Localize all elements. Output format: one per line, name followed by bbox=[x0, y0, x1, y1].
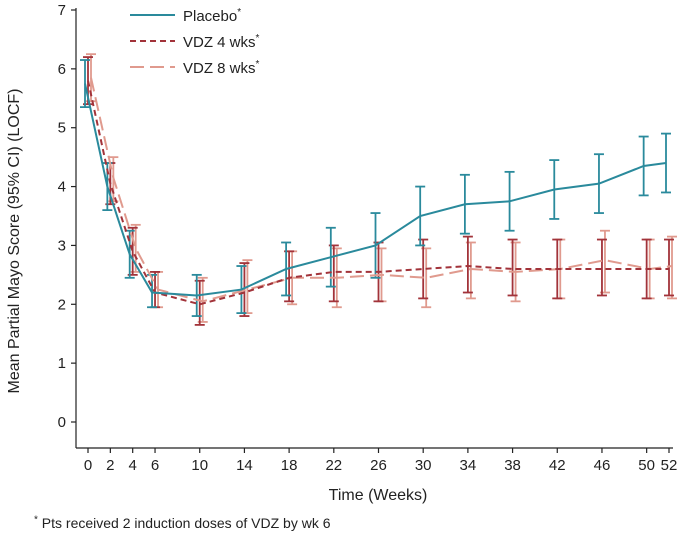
y-tick-label: 0 bbox=[58, 414, 66, 431]
y-tick-label: 4 bbox=[58, 179, 66, 196]
x-tick-label: 42 bbox=[549, 457, 566, 474]
x-tick-label: 18 bbox=[281, 457, 298, 474]
x-tick-label: 52 bbox=[661, 457, 678, 474]
series-line bbox=[87, 80, 669, 306]
series-lines bbox=[84, 77, 673, 306]
x-tick-label: 38 bbox=[504, 457, 521, 474]
legend-label: Placebo* bbox=[183, 7, 241, 25]
x-tick-label: 46 bbox=[594, 457, 611, 474]
y-tick-label: 3 bbox=[58, 237, 66, 254]
y-tick-label: 1 bbox=[58, 355, 66, 372]
x-tick-label: 30 bbox=[415, 457, 432, 474]
x-tick-label: 50 bbox=[638, 457, 655, 474]
x-tick-label: 6 bbox=[151, 457, 159, 474]
x-tick-label: 14 bbox=[236, 457, 253, 474]
x-tick-label: 26 bbox=[370, 457, 387, 474]
error-bars bbox=[80, 53, 677, 326]
x-tick-label: 34 bbox=[460, 457, 477, 474]
series-line bbox=[90, 77, 673, 303]
legend-label: VDZ 4 wks* bbox=[183, 33, 260, 51]
y-axis-title: Mean Partial Mayo Score (95% CI) (LOCF) bbox=[6, 89, 23, 394]
x-axis-title: Time (Weeks) bbox=[329, 487, 428, 504]
footnote-marker: * bbox=[34, 514, 38, 526]
x-tick-label: 0 bbox=[84, 457, 92, 474]
x-tick-label: 2 bbox=[106, 457, 114, 474]
y-tick-label: 5 bbox=[58, 120, 66, 137]
legend-marker: * bbox=[256, 59, 260, 70]
legend: Placebo* VDZ 4 wks* VDZ 8 wks* bbox=[130, 7, 260, 77]
legend-marker: * bbox=[256, 33, 260, 44]
y-tick-label: 7 bbox=[58, 2, 66, 19]
x-tick-label: 22 bbox=[325, 457, 342, 474]
footnote: * Pts received 2 induction doses of VDZ … bbox=[34, 515, 331, 531]
x-tick-label: 10 bbox=[191, 457, 208, 474]
legend-label: VDZ 8 wks* bbox=[183, 59, 260, 77]
footnote-text: Pts received 2 induction doses of VDZ by… bbox=[37, 515, 331, 531]
series-line bbox=[84, 83, 667, 297]
x-tick-label: 4 bbox=[129, 457, 137, 474]
y-tick-label: 6 bbox=[58, 61, 66, 78]
legend-marker: * bbox=[237, 7, 241, 18]
y-tick-label: 2 bbox=[58, 296, 66, 313]
